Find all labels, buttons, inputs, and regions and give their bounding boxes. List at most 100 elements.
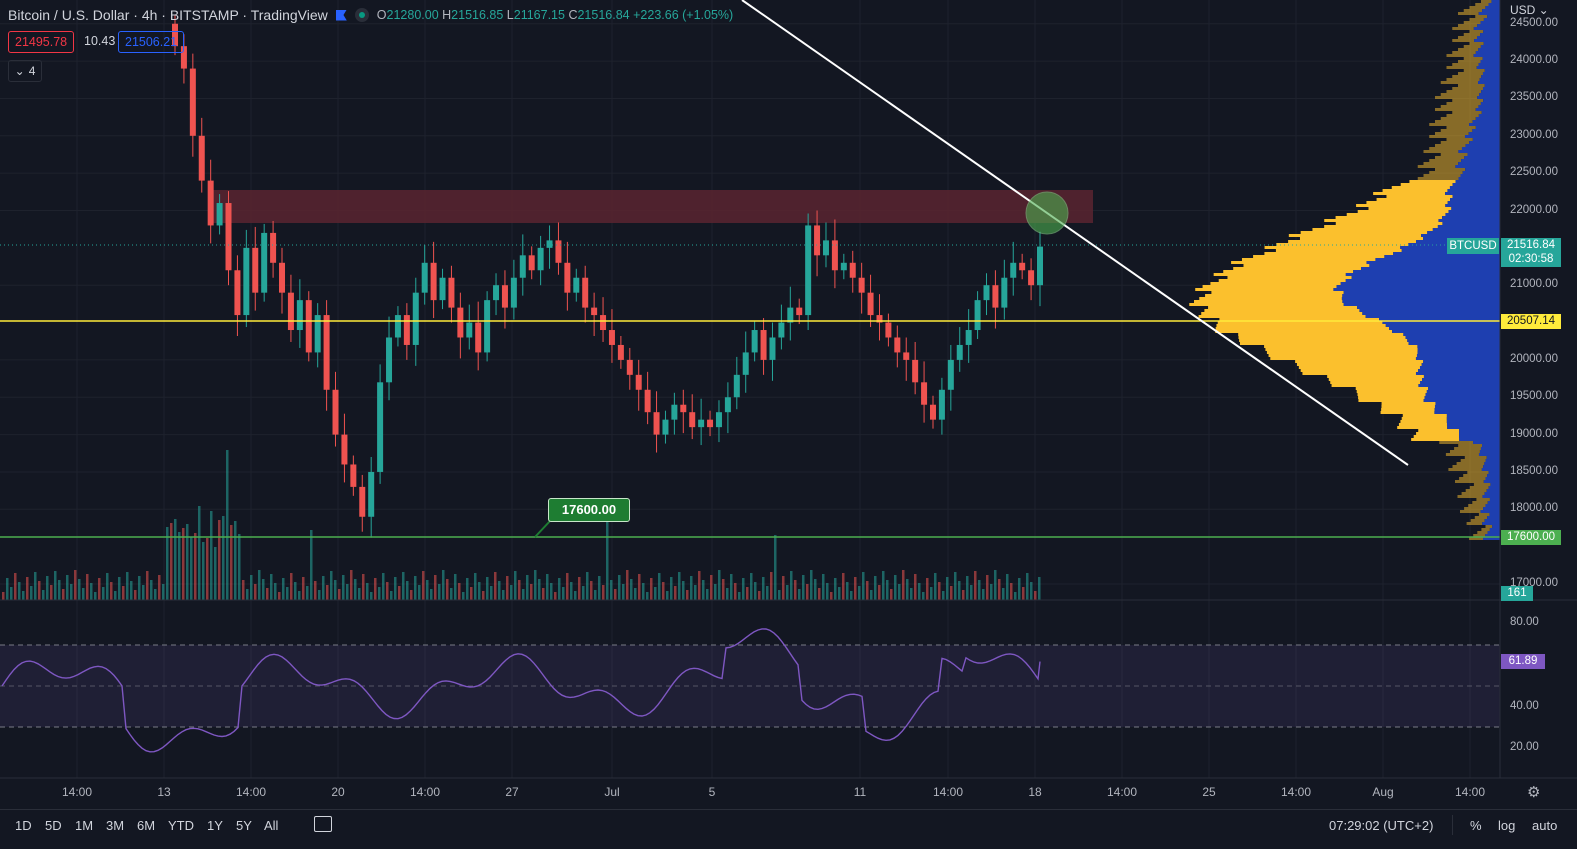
range-button-1d[interactable]: 1D <box>15 818 32 833</box>
volume-profile-bar <box>1484 519 1500 522</box>
volume-bar <box>442 570 445 600</box>
range-button-3m[interactable]: 3M <box>106 818 125 833</box>
volume-profile-bar <box>1450 450 1480 453</box>
candle-body <box>287 292 294 331</box>
volume-profile-bar <box>1481 111 1500 114</box>
volume-profile-bar <box>1405 336 1500 339</box>
volume-profile-bar <box>1489 498 1500 501</box>
date-range-calendar-icon[interactable] <box>314 816 332 832</box>
volume-bar <box>194 533 197 600</box>
volume-profile-bar <box>1368 207 1452 210</box>
range-button-ytd[interactable]: YTD <box>168 818 194 833</box>
volume-profile-bar <box>1480 102 1500 105</box>
range-button-5y[interactable]: 5Y <box>236 818 252 833</box>
auto-scale-button[interactable]: auto <box>1532 818 1558 833</box>
volume-profile-bar <box>1487 15 1500 18</box>
volume-profile-bar <box>1449 186 1500 189</box>
volume-bar <box>718 570 721 600</box>
volume-profile-bar <box>1478 513 1490 516</box>
range-button-1y[interactable]: 1Y <box>207 818 223 833</box>
volume-profile-bar <box>1426 390 1500 393</box>
volume-bar <box>54 571 57 600</box>
volume-bar <box>158 575 161 600</box>
volume-profile-bar <box>1208 306 1358 309</box>
volume-bar <box>922 592 925 600</box>
flag-icon[interactable] <box>335 9 347 21</box>
currency-selector[interactable]: USD ⌄ <box>1510 3 1549 17</box>
last-price-tag: 21516.84 02:30:58 <box>1501 238 1561 267</box>
candle-body <box>921 382 928 405</box>
volume-bar <box>30 586 33 600</box>
log-scale-button[interactable]: log <box>1498 818 1516 833</box>
trend-line[interactable] <box>741 0 1409 466</box>
volume-profile-bar <box>1353 270 1500 273</box>
time-label: 14:00 <box>932 785 964 799</box>
volume-profile-bar <box>1461 147 1500 150</box>
volume-profile-bar <box>1472 129 1500 132</box>
indicators-count: 4 <box>28 64 36 78</box>
candle-body <box>626 359 633 375</box>
volume-profile-bar <box>1481 0 1492 3</box>
volume-profile-bar <box>1473 27 1500 30</box>
breakout-circle[interactable] <box>1025 191 1069 235</box>
rsi-label-40: 40.00 <box>1510 700 1539 712</box>
volume-profile-bar <box>1429 147 1462 150</box>
volume-bar <box>790 571 793 600</box>
time-label: 14:00 <box>1280 785 1312 799</box>
volume-profile-bar <box>1475 3 1489 6</box>
symbol-title[interactable]: Bitcoin / U.S. Dollar · 4h · BITSTAMP · … <box>8 7 328 23</box>
volume-profile-bar <box>1460 459 1486 462</box>
volume-profile-bar <box>1423 162 1459 165</box>
volume-profile-bar <box>1417 345 1500 348</box>
volume-profile-bar <box>1417 351 1500 354</box>
volume-profile-bar <box>1442 222 1500 225</box>
volume-profile-bar <box>1458 444 1483 447</box>
buy-price-button[interactable]: 21506.21 <box>118 31 185 53</box>
volume-profile-bar <box>1270 357 1416 360</box>
range-button-5d[interactable]: 5D <box>45 818 62 833</box>
candle-body <box>430 262 437 301</box>
time-label: 25 <box>1202 785 1216 799</box>
range-button-all[interactable]: All <box>264 818 279 833</box>
range-button-1m[interactable]: 1M <box>75 818 94 833</box>
candle-body <box>386 337 393 383</box>
volume-profile-bar <box>1423 375 1500 378</box>
volume-profile-bar <box>1483 480 1500 483</box>
volume-bar <box>670 577 673 600</box>
candle-body <box>956 344 963 360</box>
percent-scale-button[interactable]: % <box>1470 818 1482 833</box>
volume-profile-bar <box>1440 105 1479 108</box>
volume-profile-bar <box>1346 213 1446 216</box>
price-label: 22000.00 <box>1510 203 1558 216</box>
volume-profile-bar <box>1416 354 1500 357</box>
volume-bar <box>338 589 341 600</box>
volume-profile-bar <box>1447 189 1500 192</box>
volume-profile-bar <box>1452 75 1482 78</box>
candle-body <box>207 180 214 226</box>
volume-bar <box>138 576 141 600</box>
volume-profile-bar <box>1345 273 1500 276</box>
volume-bar <box>474 573 477 600</box>
indicators-toggle-button[interactable]: ⌄ 4 <box>8 60 42 82</box>
volume-profile-bar <box>1480 33 1500 36</box>
volume-profile-bar <box>1386 195 1453 198</box>
volume-bar <box>130 581 133 600</box>
volume-bar <box>186 524 189 600</box>
volume-profile-bar <box>1213 273 1346 276</box>
settings-gear-icon[interactable]: ⚙ <box>1527 784 1541 801</box>
volume-profile-bar <box>1423 150 1459 153</box>
volume-bar <box>954 572 957 600</box>
support-text-label[interactable]: 17600.00 <box>548 498 630 522</box>
clock[interactable]: 07:29:02 (UTC+2) <box>1329 818 1434 833</box>
resistance-zone[interactable] <box>212 190 1093 223</box>
time-label: 14:00 <box>409 785 441 799</box>
rsi-label-20: 20.00 <box>1510 741 1539 753</box>
volume-profile-bar <box>1440 81 1479 84</box>
sell-price-button[interactable]: 21495.78 <box>8 31 75 53</box>
volume-bar <box>706 589 709 600</box>
volume-bar <box>610 580 613 600</box>
range-button-6m[interactable]: 6M <box>137 818 156 833</box>
volume-profile-bar <box>1418 384 1500 387</box>
volume-profile-bar <box>1448 210 1500 213</box>
